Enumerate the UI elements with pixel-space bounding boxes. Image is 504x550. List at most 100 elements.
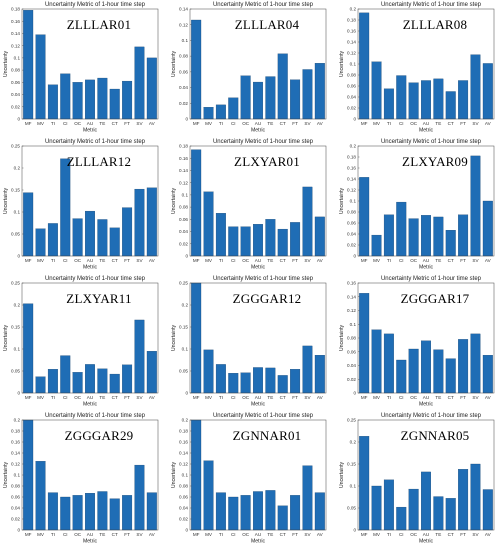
y-tick-label: 0.08 bbox=[347, 210, 356, 215]
y-tick-label: 0.1 bbox=[182, 347, 189, 352]
station-label: ZGNNAR05 bbox=[400, 428, 470, 443]
y-tick-label: 0.06 bbox=[179, 69, 188, 74]
y-tick-label: 0.08 bbox=[179, 54, 188, 59]
x-tick-label: AU bbox=[87, 395, 93, 400]
y-tick-label: 0.1 bbox=[14, 210, 21, 215]
x-tick-label: SV bbox=[304, 258, 311, 263]
x-tick-label: TE bbox=[435, 532, 441, 537]
bar-au bbox=[253, 224, 263, 257]
chart-title: Uncertainty Metric of 1-hour time step bbox=[44, 413, 146, 419]
bar-oc bbox=[408, 82, 419, 120]
bar-ft bbox=[458, 80, 469, 120]
x-tick-label: AU bbox=[255, 121, 261, 126]
x-tick-label: SV bbox=[472, 121, 479, 126]
station-label: ZLLLAR12 bbox=[66, 154, 132, 169]
x-tick-label: TI bbox=[219, 395, 223, 400]
x-tick-label: CI bbox=[399, 395, 404, 400]
y-tick-label: 0.08 bbox=[347, 336, 356, 341]
bar-av bbox=[146, 187, 157, 257]
bar-au bbox=[421, 80, 431, 120]
y-tick-label: 0.1 bbox=[14, 347, 21, 352]
x-tick-label: FT bbox=[124, 395, 130, 400]
bar-sv bbox=[470, 333, 481, 394]
bar-au bbox=[253, 491, 263, 531]
x-tick-label: AV bbox=[149, 121, 156, 126]
x-tick-label: TE bbox=[435, 121, 441, 126]
y-tick-label: 0.2 bbox=[350, 440, 357, 445]
x-tick-label: SV bbox=[304, 395, 311, 400]
chart-title: Uncertainty Metric of 1-hour time step bbox=[212, 2, 314, 8]
x-tick-label: MF bbox=[361, 258, 368, 263]
bar-av bbox=[314, 355, 325, 394]
y-axis-label: Uncertainty bbox=[3, 187, 9, 214]
x-tick-label: MF bbox=[193, 532, 200, 537]
bar-oc bbox=[240, 372, 251, 394]
bar-mv bbox=[371, 61, 382, 120]
x-tick-label: OC bbox=[74, 532, 82, 537]
bar-av bbox=[146, 351, 157, 394]
x-tick-label: SV bbox=[136, 258, 143, 263]
bar-av bbox=[482, 489, 493, 531]
x-tick-label: AU bbox=[255, 258, 261, 263]
x-tick-label: MF bbox=[193, 258, 200, 263]
x-tick-label: MV bbox=[37, 532, 45, 537]
y-tick-label: 0.06 bbox=[347, 349, 356, 354]
y-tick-label: 0.04 bbox=[347, 95, 356, 100]
bar-ct bbox=[445, 91, 456, 120]
bar-ti bbox=[215, 364, 226, 394]
bar-ft bbox=[122, 80, 133, 120]
bar-mf bbox=[191, 19, 202, 120]
bar-mv bbox=[203, 191, 214, 257]
x-tick-label: CI bbox=[63, 395, 68, 400]
bar-ti bbox=[383, 214, 394, 257]
bar-au bbox=[85, 79, 95, 120]
bar-av bbox=[482, 355, 493, 394]
y-tick-label: 0 bbox=[17, 391, 20, 396]
bar-ci bbox=[228, 496, 239, 531]
x-tick-label: CI bbox=[63, 532, 68, 537]
x-tick-label: MF bbox=[193, 121, 200, 126]
bar-ct bbox=[109, 88, 120, 120]
bar-mv bbox=[203, 349, 214, 394]
y-tick-label: 0.12 bbox=[179, 180, 188, 185]
x-tick-label: TI bbox=[51, 395, 55, 400]
bar-oc bbox=[240, 495, 251, 531]
x-tick-label: CT bbox=[280, 395, 286, 400]
bar-ft bbox=[290, 222, 301, 257]
y-tick-label: 0.12 bbox=[347, 188, 356, 193]
bar-oc bbox=[408, 348, 419, 394]
chart-title: Uncertainty Metric of 1-hour time step bbox=[380, 2, 482, 8]
bar-oc bbox=[72, 495, 83, 531]
station-label: ZLXYAR09 bbox=[402, 154, 468, 169]
x-tick-label: AU bbox=[423, 395, 429, 400]
x-tick-label: TI bbox=[51, 532, 55, 537]
x-tick-label: OC bbox=[242, 395, 250, 400]
x-tick-label: OC bbox=[74, 395, 82, 400]
bar-te bbox=[433, 496, 444, 531]
x-tick-label: FT bbox=[124, 532, 130, 537]
x-tick-label: MV bbox=[373, 258, 381, 263]
station-label: ZLXYAR11 bbox=[66, 291, 132, 306]
y-tick-label: 0.14 bbox=[179, 7, 188, 12]
x-tick-label: CT bbox=[448, 258, 454, 263]
chart-panel: 0 0.05 0.1 0.15 0.2 0.25 MF MV TI CI OC AU TE CT FT SV A… bbox=[336, 411, 504, 548]
y-tick-label: 0.02 bbox=[179, 241, 188, 246]
x-axis-label: Metric bbox=[251, 265, 266, 271]
x-tick-label: AV bbox=[149, 532, 156, 537]
bar-ft bbox=[122, 495, 133, 531]
y-tick-label: 0.16 bbox=[179, 440, 188, 445]
x-tick-label: CI bbox=[231, 395, 236, 400]
y-tick-label: 0.14 bbox=[347, 294, 356, 299]
x-tick-label: SV bbox=[304, 532, 311, 537]
x-axis-label: Metric bbox=[83, 539, 98, 545]
bar-ci bbox=[228, 226, 239, 257]
plot-frame bbox=[189, 282, 327, 394]
x-tick-label: CT bbox=[112, 532, 118, 537]
plot-frame bbox=[189, 145, 327, 257]
y-tick-label: 0.2 bbox=[182, 303, 189, 308]
x-tick-label: MV bbox=[37, 258, 45, 263]
y-tick-label: 0.02 bbox=[179, 101, 188, 106]
y-tick-label: 0.02 bbox=[347, 106, 356, 111]
x-tick-label: MV bbox=[373, 532, 381, 537]
